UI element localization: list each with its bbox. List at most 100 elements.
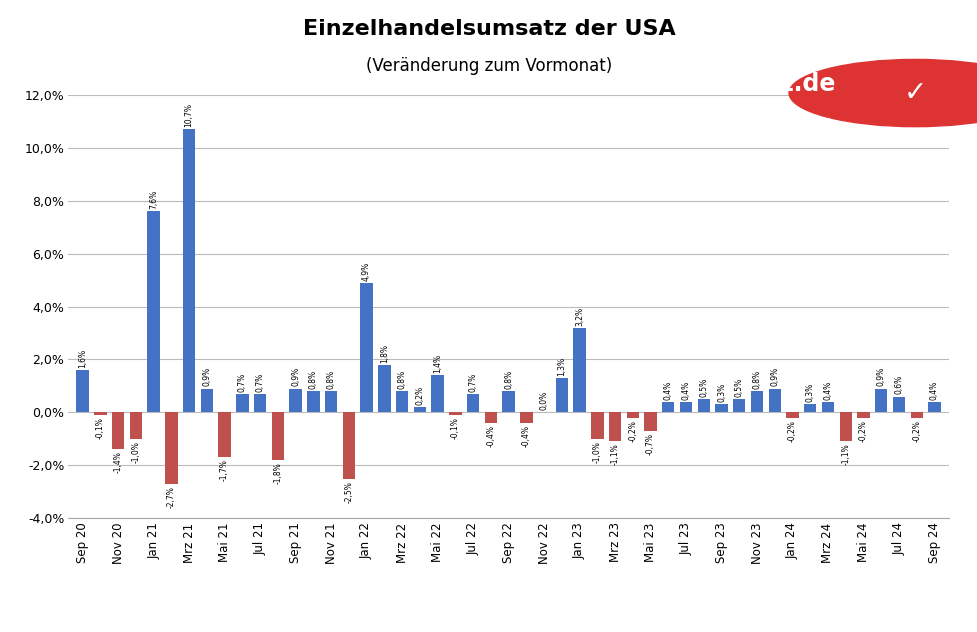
Text: 0,8%: 0,8%: [326, 370, 335, 389]
Bar: [857, 413, 869, 418]
Bar: [838, 413, 851, 442]
Text: -2,5%: -2,5%: [344, 481, 353, 502]
Text: ✓: ✓: [903, 79, 926, 107]
Text: -1,1%: -1,1%: [610, 444, 618, 465]
Text: -1,8%: -1,8%: [274, 462, 282, 484]
Text: 0,3%: 0,3%: [716, 383, 725, 403]
Text: 0,4%: 0,4%: [663, 380, 672, 399]
Text: 0,9%: 0,9%: [291, 367, 300, 386]
Text: 0,5%: 0,5%: [699, 378, 707, 397]
Text: 0,6%: 0,6%: [894, 375, 903, 394]
Bar: [111, 413, 124, 449]
Text: Einzelhandelsumsatz der USA: Einzelhandelsumsatz der USA: [302, 19, 675, 39]
Text: 0,8%: 0,8%: [751, 370, 761, 389]
Bar: [235, 394, 248, 413]
Text: -1,7%: -1,7%: [220, 459, 229, 482]
Bar: [750, 391, 762, 413]
Text: 10,7%: 10,7%: [185, 103, 193, 127]
Text: 1,3%: 1,3%: [557, 356, 566, 376]
Text: 0,7%: 0,7%: [468, 372, 477, 392]
Circle shape: [788, 59, 977, 126]
Text: 0,7%: 0,7%: [255, 372, 265, 392]
Bar: [396, 391, 407, 413]
Bar: [165, 413, 178, 484]
Text: 0,4%: 0,4%: [823, 380, 831, 399]
Text: 1,4%: 1,4%: [433, 354, 442, 374]
Bar: [378, 365, 390, 413]
Bar: [272, 413, 283, 460]
Bar: [821, 402, 833, 413]
Bar: [697, 399, 709, 413]
Bar: [555, 378, 568, 413]
Text: -0,2%: -0,2%: [912, 420, 920, 442]
Bar: [360, 283, 372, 413]
Bar: [148, 211, 159, 413]
Bar: [502, 391, 514, 413]
Text: 0,8%: 0,8%: [503, 370, 513, 389]
Text: -0,7%: -0,7%: [646, 433, 655, 455]
Bar: [910, 413, 922, 418]
Text: -0,2%: -0,2%: [627, 420, 637, 442]
Text: -1,4%: -1,4%: [113, 451, 122, 473]
Bar: [786, 413, 798, 418]
Text: -0,4%: -0,4%: [486, 425, 494, 447]
Text: 0,9%: 0,9%: [875, 367, 885, 386]
Text: 0,9%: 0,9%: [770, 367, 779, 386]
Bar: [94, 413, 106, 415]
Text: 0,0%: 0,0%: [539, 391, 548, 410]
Bar: [254, 394, 266, 413]
Bar: [927, 402, 940, 413]
Bar: [768, 389, 781, 413]
Text: -0,1%: -0,1%: [450, 417, 459, 439]
Bar: [289, 389, 302, 413]
Bar: [609, 413, 620, 442]
Bar: [714, 404, 727, 413]
Text: stockstreet.de: stockstreet.de: [642, 72, 835, 96]
Bar: [307, 391, 319, 413]
Text: 0,3%: 0,3%: [805, 383, 814, 403]
Text: -1,0%: -1,0%: [131, 441, 141, 463]
Bar: [413, 407, 426, 413]
Text: 0,2%: 0,2%: [415, 386, 424, 405]
Text: 0,8%: 0,8%: [398, 370, 406, 389]
Bar: [342, 413, 355, 478]
Bar: [626, 413, 638, 418]
Bar: [679, 402, 692, 413]
Bar: [218, 413, 231, 458]
Bar: [892, 396, 905, 413]
Text: -0,2%: -0,2%: [787, 420, 796, 442]
Text: 0,4%: 0,4%: [681, 380, 690, 399]
Text: -2,7%: -2,7%: [167, 486, 176, 508]
Bar: [573, 327, 585, 413]
Text: unabhängig • strategisch • treffsicher: unabhängig • strategisch • treffsicher: [642, 116, 828, 126]
Text: 4,9%: 4,9%: [361, 262, 370, 281]
Bar: [520, 413, 531, 423]
Text: 0,4%: 0,4%: [929, 380, 938, 399]
Bar: [324, 391, 337, 413]
Bar: [183, 129, 195, 413]
Bar: [130, 413, 142, 439]
Text: 7,6%: 7,6%: [149, 190, 158, 209]
Bar: [661, 402, 674, 413]
Bar: [485, 413, 496, 423]
Bar: [590, 413, 603, 439]
Bar: [803, 404, 816, 413]
Text: 3,2%: 3,2%: [574, 307, 583, 325]
Bar: [874, 389, 886, 413]
Text: -1,0%: -1,0%: [592, 441, 601, 463]
Text: -0,1%: -0,1%: [96, 417, 105, 439]
Text: -0,4%: -0,4%: [522, 425, 531, 447]
Text: 1,6%: 1,6%: [78, 349, 87, 368]
Bar: [644, 413, 657, 431]
Bar: [448, 413, 461, 415]
Text: 0,7%: 0,7%: [237, 372, 246, 392]
Bar: [733, 399, 744, 413]
Text: 0,9%: 0,9%: [202, 367, 211, 386]
Text: -0,2%: -0,2%: [858, 420, 868, 442]
Text: 0,5%: 0,5%: [734, 378, 743, 397]
Bar: [466, 394, 479, 413]
Bar: [200, 389, 213, 413]
Bar: [76, 370, 89, 413]
Text: (Veränderung zum Vormonat): (Veränderung zum Vormonat): [365, 57, 612, 75]
Bar: [431, 375, 444, 413]
